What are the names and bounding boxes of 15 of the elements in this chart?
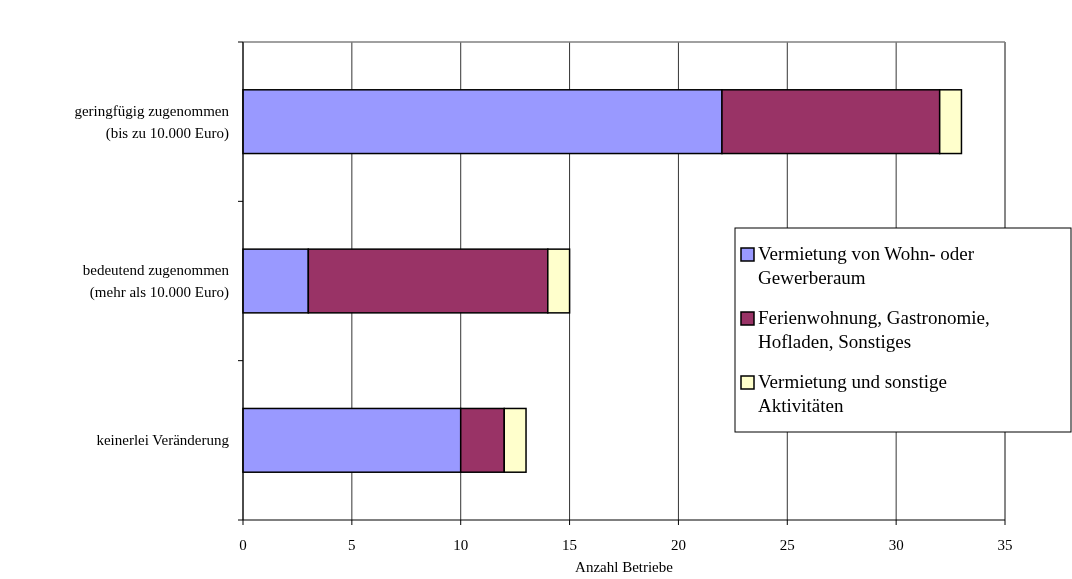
x-tick-label: 0 — [239, 537, 247, 553]
x-tick-label: 10 — [453, 537, 469, 553]
legend-label: Ferienwohnung, Gastronomie, Hofladen, Sonstiges — [758, 307, 990, 352]
legend-label: Vermietung und sonstige Aktivitäten — [758, 371, 947, 416]
y-tick-label: bedeutend zugenommen (mehr als 10.000 Euro) — [82, 262, 230, 301]
y-tick-label: geringfügig zugenommen (bis zu 10.000 Euro) — [74, 102, 230, 142]
x-axis-title: Anzahl Betriebe — [575, 559, 674, 575]
x-tick-label: 25 — [779, 537, 795, 553]
x-tick-label: 20 — [670, 537, 686, 553]
x-tick-label: 35 — [997, 537, 1013, 553]
x-tick-label: 30 — [888, 537, 904, 553]
x-tick-label: 15 — [562, 537, 578, 553]
legend-label: Vermietung von Wohn- oder Gewerberaum — [758, 243, 975, 288]
x-tick-label: 5 — [348, 537, 356, 553]
y-tick-label: keinerlei Veränderung — [96, 432, 230, 449]
